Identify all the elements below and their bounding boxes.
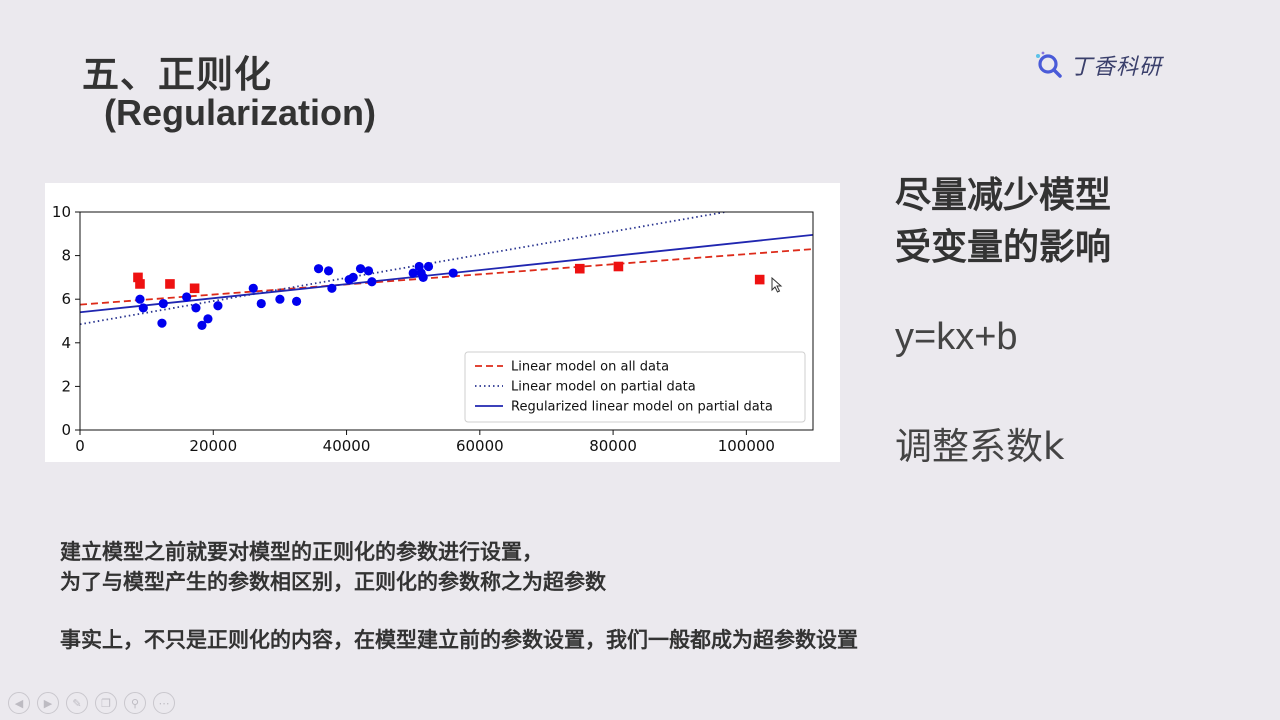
magnifier-logo-icon bbox=[1036, 51, 1062, 78]
data-point-square bbox=[613, 261, 624, 272]
data-point-circle bbox=[203, 314, 213, 324]
x-tick-label: 40000 bbox=[323, 437, 371, 455]
data-point-circle bbox=[197, 320, 207, 330]
copy-icon[interactable]: ❐ bbox=[95, 692, 117, 714]
paragraph-hyperparameter: 建立模型之前就要对模型的正则化的参数进行设置， 为了与模型产生的参数相区别，正则… bbox=[60, 537, 606, 597]
data-point-circle bbox=[418, 272, 428, 282]
legend-label: Regularized linear model on partial data bbox=[511, 400, 773, 415]
data-point-circle bbox=[348, 272, 358, 282]
data-point-square bbox=[574, 263, 585, 274]
data-point-circle bbox=[327, 283, 337, 293]
paragraph-fact: 事实上，不只是正则化的内容，在模型建立前的参数设置，我们一般都成为超参数设置 bbox=[60, 628, 858, 652]
data-point-circle bbox=[138, 303, 148, 313]
data-point-circle bbox=[363, 266, 374, 276]
y-tick-label: 8 bbox=[61, 247, 71, 265]
formula-text: y=kx+b bbox=[895, 316, 1018, 358]
x-tick-label: 80000 bbox=[589, 437, 637, 455]
data-point-square bbox=[189, 283, 200, 294]
data-point-circle bbox=[135, 294, 145, 304]
data-point-circle bbox=[275, 294, 285, 304]
side-heading-line1: 尽量减少模型 bbox=[895, 175, 1112, 216]
plot-frame bbox=[79, 211, 814, 431]
more-icon[interactable]: ⋯ bbox=[153, 692, 175, 714]
paragraph-line2: 为了与模型产生的参数相区别，正则化的参数称之为超参数 bbox=[60, 570, 606, 594]
regression-lines bbox=[80, 212, 813, 326]
data-point-square bbox=[165, 279, 175, 289]
data-point-circle bbox=[291, 296, 302, 306]
logo-text: 丁香科研 bbox=[1070, 55, 1163, 80]
y-tick-label: 2 bbox=[61, 377, 71, 395]
data-point-square bbox=[754, 274, 765, 285]
side-heading-line2: 受变量的影响 bbox=[895, 227, 1112, 268]
zoom-icon[interactable]: ⚲ bbox=[124, 692, 146, 714]
brand-logo: 丁香科研 bbox=[1034, 50, 1162, 80]
data-point-circle bbox=[158, 298, 168, 309]
data-point-circle bbox=[191, 303, 201, 313]
regression-line-0 bbox=[80, 248, 813, 306]
regression-line-1 bbox=[80, 212, 731, 326]
y-tick-label: 6 bbox=[61, 290, 71, 308]
side-heading: 尽量减少模型 受变量的影响 bbox=[895, 170, 1111, 274]
adjust-text: 调整系数k bbox=[895, 425, 1065, 468]
regression-line-2 bbox=[80, 233, 813, 314]
data-point-circle bbox=[157, 318, 167, 328]
legend-label: Linear model on partial data bbox=[511, 380, 696, 395]
next-icon[interactable]: ▶ bbox=[37, 692, 59, 714]
data-point-circle bbox=[448, 268, 458, 278]
x-tick-label: 20000 bbox=[189, 437, 237, 455]
x-tick-label: 0 bbox=[75, 437, 85, 455]
pen-icon[interactable]: ✎ bbox=[66, 692, 88, 714]
data-point-square bbox=[133, 272, 143, 283]
x-tick-label: 60000 bbox=[456, 437, 504, 455]
y-tick-label: 10 bbox=[52, 203, 71, 221]
data-point-circle bbox=[182, 292, 192, 302]
data-point-circle bbox=[423, 261, 434, 272]
slide-subtitle: (Regularization) bbox=[104, 92, 377, 133]
x-tick-label: 100000 bbox=[718, 437, 775, 455]
data-point-circle bbox=[367, 277, 377, 287]
paragraph-line1: 建立模型之前就要对模型的正则化的参数进行设置， bbox=[60, 540, 543, 564]
chart-svg: 0 20000 40000 60000 80000 100000 0 2 4 6 8 10 Linear… bbox=[52, 203, 814, 455]
slide-nav-bar: ◀ ▶ ✎ ❐ ⚲ ⋯ bbox=[8, 690, 175, 716]
y-tick-label: 0 bbox=[61, 421, 71, 439]
data-point-circle bbox=[256, 298, 266, 309]
y-tick-label: 4 bbox=[61, 334, 71, 352]
data-point-square bbox=[135, 279, 145, 289]
regression-chart: 0 20000 40000 60000 80000 100000 0 2 4 6 8 10 Linear… bbox=[45, 183, 840, 462]
legend-box bbox=[464, 351, 806, 423]
data-point-circle bbox=[408, 268, 418, 278]
data-point-circle bbox=[313, 264, 324, 274]
prev-icon[interactable]: ◀ bbox=[8, 692, 30, 714]
data-point-circle bbox=[323, 266, 334, 276]
data-point-circle bbox=[248, 283, 258, 293]
slide-title: 五、正则化 bbox=[82, 53, 272, 96]
mouse-cursor-icon bbox=[771, 277, 783, 293]
legend-label: Linear model on all data bbox=[511, 360, 669, 375]
data-point-circle bbox=[355, 264, 366, 274]
data-point-circle bbox=[213, 301, 223, 311]
